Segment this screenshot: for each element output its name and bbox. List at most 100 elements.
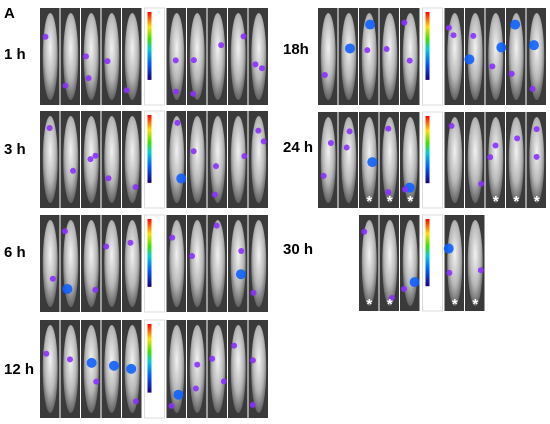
signal-spot: [92, 286, 99, 293]
fish: [361, 220, 377, 306]
signal-spot: [260, 138, 267, 145]
signal-spot: [321, 71, 328, 78]
signal-spot: [190, 148, 197, 155]
fish: [104, 220, 120, 307]
signal-spot: [132, 184, 139, 191]
signal-spot: [62, 283, 73, 294]
fish: [382, 13, 398, 100]
panel-label: A: [4, 5, 15, 22]
signal-spot: [62, 82, 69, 89]
colorbar: [147, 115, 152, 183]
signal-spot: [409, 277, 420, 288]
signal-spot: [320, 172, 327, 179]
fish: [320, 117, 336, 203]
signal-spot: [192, 385, 199, 392]
fish: [169, 325, 185, 413]
marker: *: [472, 296, 478, 313]
signal-spot: [92, 152, 99, 159]
signal-spot: [189, 253, 196, 260]
fish: [63, 116, 79, 203]
fish: [210, 220, 226, 307]
colorbar: [147, 219, 152, 287]
signal-spot: [255, 127, 262, 134]
fish: [42, 325, 58, 413]
signal-spot: [365, 19, 376, 30]
fish: [230, 13, 246, 100]
colorbar: [147, 324, 152, 393]
fish: [341, 13, 357, 100]
fish: [169, 116, 185, 203]
fish: [467, 220, 483, 306]
signal-spot: [364, 47, 371, 54]
fish: [361, 13, 377, 100]
signal-spot: [446, 269, 453, 276]
signal-spot: [385, 189, 392, 196]
signal-spot: [218, 42, 225, 49]
signal-spot: [240, 33, 247, 40]
signal-spot: [70, 167, 77, 174]
signal-spot: [176, 173, 187, 184]
signal-spot: [123, 87, 130, 94]
fish: [210, 116, 226, 203]
signal-spot: [235, 269, 246, 280]
signal-spot: [249, 357, 256, 364]
signal-spot: [250, 289, 257, 296]
fish: [529, 13, 545, 100]
time-label: 6 h: [4, 244, 26, 261]
signal-spot: [450, 32, 457, 39]
signal-spot: [528, 40, 539, 51]
colorbar: [425, 12, 430, 80]
marker: *: [387, 193, 393, 210]
signal-spot: [209, 355, 216, 362]
fish: [251, 325, 267, 413]
signal-spot: [108, 360, 119, 371]
signal-spot: [361, 228, 368, 235]
signal-spot: [401, 19, 408, 26]
time-label: 3 h: [4, 141, 26, 158]
marker: *: [513, 193, 519, 210]
time-label: 1 h: [4, 46, 26, 63]
signal-spot: [443, 243, 454, 254]
signal-spot: [194, 361, 201, 368]
fish: [83, 325, 99, 413]
signal-spot: [510, 19, 521, 30]
signal-spot: [406, 57, 413, 64]
signal-spot: [43, 350, 50, 357]
signal-spot: [327, 140, 334, 147]
fish: [210, 325, 226, 413]
fish: [124, 13, 140, 100]
marker: *: [366, 296, 372, 313]
fish: [467, 117, 483, 203]
fish: [402, 13, 418, 100]
fish: [42, 116, 58, 203]
colorbar: [425, 116, 430, 184]
fish: [189, 220, 205, 307]
signal-spot: [127, 239, 134, 246]
signal-spot: [104, 58, 111, 65]
signal-spot: [132, 398, 139, 405]
signal-spot: [470, 32, 477, 39]
signal-spot: [169, 234, 176, 241]
fish: [189, 325, 205, 413]
fish: [124, 220, 140, 307]
fish: [251, 220, 267, 307]
fish: [251, 13, 267, 100]
signal-spot: [252, 61, 259, 68]
fish: [169, 13, 185, 100]
fish: [189, 116, 205, 203]
signal-spot: [492, 142, 499, 149]
signal-spot: [367, 157, 378, 168]
signal-spot: [496, 42, 507, 53]
fish: [402, 220, 418, 306]
fish: [104, 116, 120, 203]
signal-spot: [190, 90, 197, 97]
signal-spot: [241, 153, 248, 160]
signal-spot: [212, 163, 219, 170]
signal-spot: [445, 24, 452, 31]
signal-spot: [103, 243, 110, 250]
fish: [104, 13, 120, 100]
signal-spot: [487, 154, 494, 161]
signal-spot: [478, 180, 485, 187]
signal-spot: [213, 222, 220, 229]
